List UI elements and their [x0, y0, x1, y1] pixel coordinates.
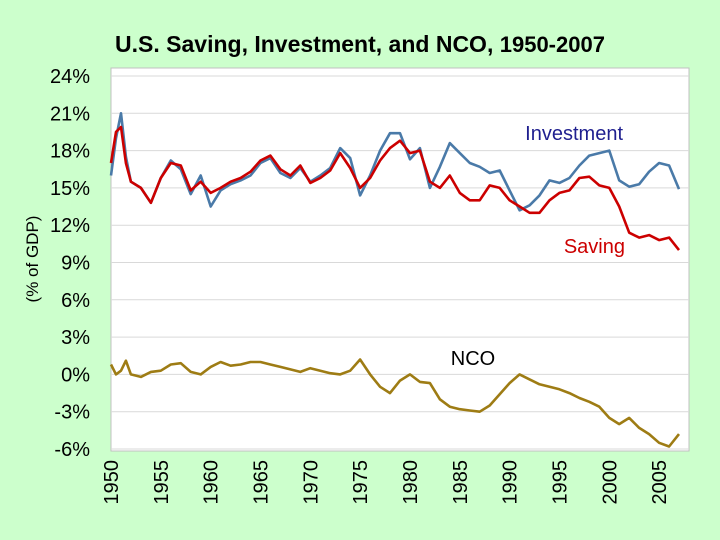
y-axis-label: (% of GDP) — [23, 216, 42, 303]
y-tick-label: 6% — [61, 290, 90, 312]
investment-line — [109, 112, 681, 212]
y-tick-label: 21% — [50, 103, 90, 125]
saving-line — [109, 125, 681, 251]
gridlines — [111, 75, 689, 450]
chart-title-years: 1950-2007 — [500, 32, 605, 57]
investment-label: Investment — [525, 123, 623, 145]
chart-title: U.S. Saving, Investment, and NCO, 1950-2… — [115, 31, 605, 57]
x-tick-label: 2000 — [599, 460, 621, 505]
y-tick-label: -6% — [54, 439, 90, 461]
x-tick-label: 1980 — [400, 460, 422, 505]
y-tick-label: -3% — [54, 402, 90, 424]
y-axis-ticks: 24% 21% 18% 15% 12% 9% 6% 3% 0% -3% -6% — [50, 66, 90, 461]
saving-label: Saving — [564, 236, 625, 258]
y-tick-label: 18% — [50, 141, 90, 163]
x-tick-label: 1985 — [450, 460, 472, 505]
x-axis-ticks: 1950 1955 1960 1965 1970 1975 1980 1985 1990 1995… — [101, 460, 671, 505]
series-lines — [109, 112, 681, 448]
x-tick-label: 1950 — [101, 460, 123, 505]
y-tick-label: 9% — [61, 253, 90, 275]
y-tick-label: 12% — [50, 215, 90, 237]
x-tick-label: 1965 — [250, 460, 272, 505]
x-tick-label: 1955 — [151, 460, 173, 505]
x-tick-label: 1995 — [549, 460, 571, 505]
x-tick-label: 2005 — [649, 460, 671, 505]
nco-label: NCO — [451, 348, 495, 370]
chart-title-separator: , — [487, 31, 500, 57]
x-tick-label: 1990 — [500, 460, 522, 505]
nco-line — [109, 358, 681, 448]
x-tick-label: 1975 — [350, 460, 372, 505]
x-tick-label: 1970 — [300, 460, 322, 505]
x-tick-label: 1960 — [201, 460, 223, 505]
y-tick-label: 0% — [61, 364, 90, 386]
chart-title-main: U.S. Saving, Investment, and NCO — [115, 31, 487, 57]
y-tick-label: 15% — [50, 178, 90, 200]
plot-area — [110, 67, 690, 452]
y-tick-label: 24% — [50, 66, 90, 88]
y-tick-label: 3% — [61, 327, 90, 349]
